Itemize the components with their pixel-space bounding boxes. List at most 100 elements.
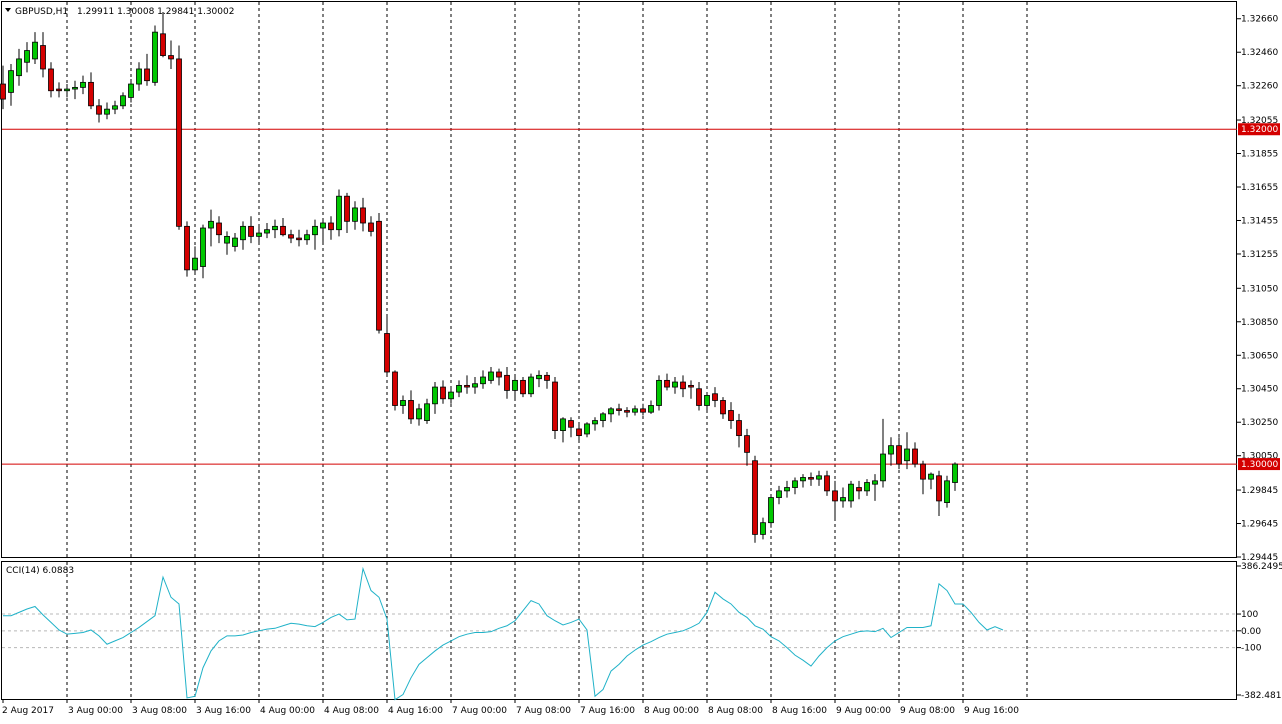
bull-candle [432, 386, 438, 405]
bear-candle [40, 45, 46, 70]
bull-candle [24, 50, 30, 63]
bear-candle [384, 333, 390, 373]
price-axis-label: 1.31455 [1241, 216, 1278, 226]
time-axis-label: 8 Aug 00:00 [644, 706, 699, 716]
bear-candle [696, 388, 702, 406]
time-axis-label: 9 Aug 08:00 [900, 706, 955, 716]
bull-candle [952, 463, 958, 483]
bear-candle [408, 400, 414, 420]
bear-candle [0, 83, 6, 100]
bear-candle [688, 384, 694, 388]
candlestick-series [0, 12, 958, 543]
bull-candle [528, 376, 534, 395]
bull-candle [768, 497, 774, 524]
level-price-tag [1238, 458, 1280, 471]
bull-candle [904, 448, 910, 462]
bear-candle [552, 381, 558, 431]
indicator-axis-label: 0.00 [1241, 627, 1261, 637]
header-dropdown-icon[interactable] [5, 8, 11, 12]
bear-candle [344, 195, 350, 222]
price-pane: GBPUSD,H1 1.29911 1.30008 1.29841 1.3000… [0, 1, 1237, 558]
bear-candle [184, 225, 190, 271]
bear-candle [896, 445, 902, 465]
time-axis-label: 4 Aug 00:00 [260, 706, 315, 716]
bull-candle [784, 487, 790, 492]
bull-candle [488, 371, 494, 381]
bear-candle [144, 68, 150, 82]
bull-candle [336, 195, 342, 231]
bull-candle [928, 473, 934, 480]
bear-candle [520, 379, 526, 395]
horizontal-level-lines [2, 128, 1237, 465]
bear-candle [720, 400, 726, 415]
bull-candle [776, 490, 782, 498]
cci-label: CCI(14) 6.0883 [6, 566, 74, 576]
bull-candle [560, 418, 566, 431]
price-axis-label: 1.30050 [1241, 452, 1278, 462]
cci-level-lines [2, 613, 1237, 649]
price-axis-label: 1.32055 [1241, 116, 1278, 126]
bull-candle [264, 229, 270, 234]
price-axis-label: 1.31655 [1241, 183, 1278, 193]
bull-candle [152, 31, 158, 83]
symbol-label: GBPUSD,H1 [15, 7, 68, 17]
bear-candle [576, 428, 582, 437]
price-axis-label: 1.30850 [1241, 318, 1278, 328]
bull-candle [120, 95, 126, 107]
bull-candle [80, 81, 86, 88]
bear-candle [296, 237, 302, 241]
time-axis-label: 3 Aug 00:00 [68, 706, 123, 716]
bear-candle [912, 448, 918, 465]
bear-candle [680, 381, 686, 390]
bull-candle [456, 384, 462, 393]
time-axis-label: 2 Aug 2017 [2, 706, 54, 716]
bull-candle [512, 379, 518, 391]
bull-candle [888, 445, 894, 455]
bear-candle [568, 420, 574, 428]
bull-candle [760, 522, 766, 535]
bear-candle [616, 408, 622, 411]
bear-candle [744, 435, 750, 453]
bull-candle [400, 400, 406, 406]
bull-candle [128, 83, 134, 98]
price-axis-label: 1.31255 [1241, 250, 1278, 260]
time-axis-label: 7 Aug 00:00 [452, 706, 507, 716]
bull-candle [8, 70, 14, 93]
bear-candle [88, 81, 94, 107]
time-axis-label: 9 Aug 00:00 [836, 706, 891, 716]
price-axis-label: 1.29845 [1241, 486, 1278, 496]
bear-candle [736, 420, 742, 437]
bull-candle [272, 225, 278, 231]
indicator-pane-border [1, 561, 1237, 700]
bull-candle [256, 232, 262, 237]
bull-candle [416, 408, 422, 420]
bear-candle [392, 371, 398, 406]
price-axis-label: 1.32260 [1241, 82, 1278, 92]
bear-candle [440, 386, 446, 400]
bull-candle [536, 374, 542, 380]
indicator-axis-label: 100 [1241, 610, 1258, 620]
bear-candle [160, 33, 166, 56]
bear-candle [664, 379, 670, 388]
price-pane-border [1, 1, 1237, 558]
cci-line [3, 566, 1004, 701]
bull-candle [32, 41, 38, 60]
price-axis-label: 1.31855 [1241, 150, 1278, 160]
time-axis-label: 3 Aug 08:00 [132, 706, 187, 716]
bull-candle [800, 477, 806, 482]
price-axis-label: 1.32660 [1241, 15, 1278, 25]
bull-candle [240, 225, 246, 241]
bull-candle [224, 235, 230, 244]
bull-candle [864, 482, 870, 492]
bear-candle [544, 374, 550, 381]
bull-candle [608, 408, 614, 415]
level-price-tags: 1.32000 1.30000 [1238, 123, 1280, 471]
bull-candle [672, 381, 678, 388]
bear-candle [368, 222, 374, 232]
level-price-tag [1238, 123, 1280, 136]
bull-candle [648, 405, 654, 413]
bear-candle [168, 55, 174, 60]
bull-candle [840, 497, 846, 502]
bear-candle [216, 222, 222, 236]
